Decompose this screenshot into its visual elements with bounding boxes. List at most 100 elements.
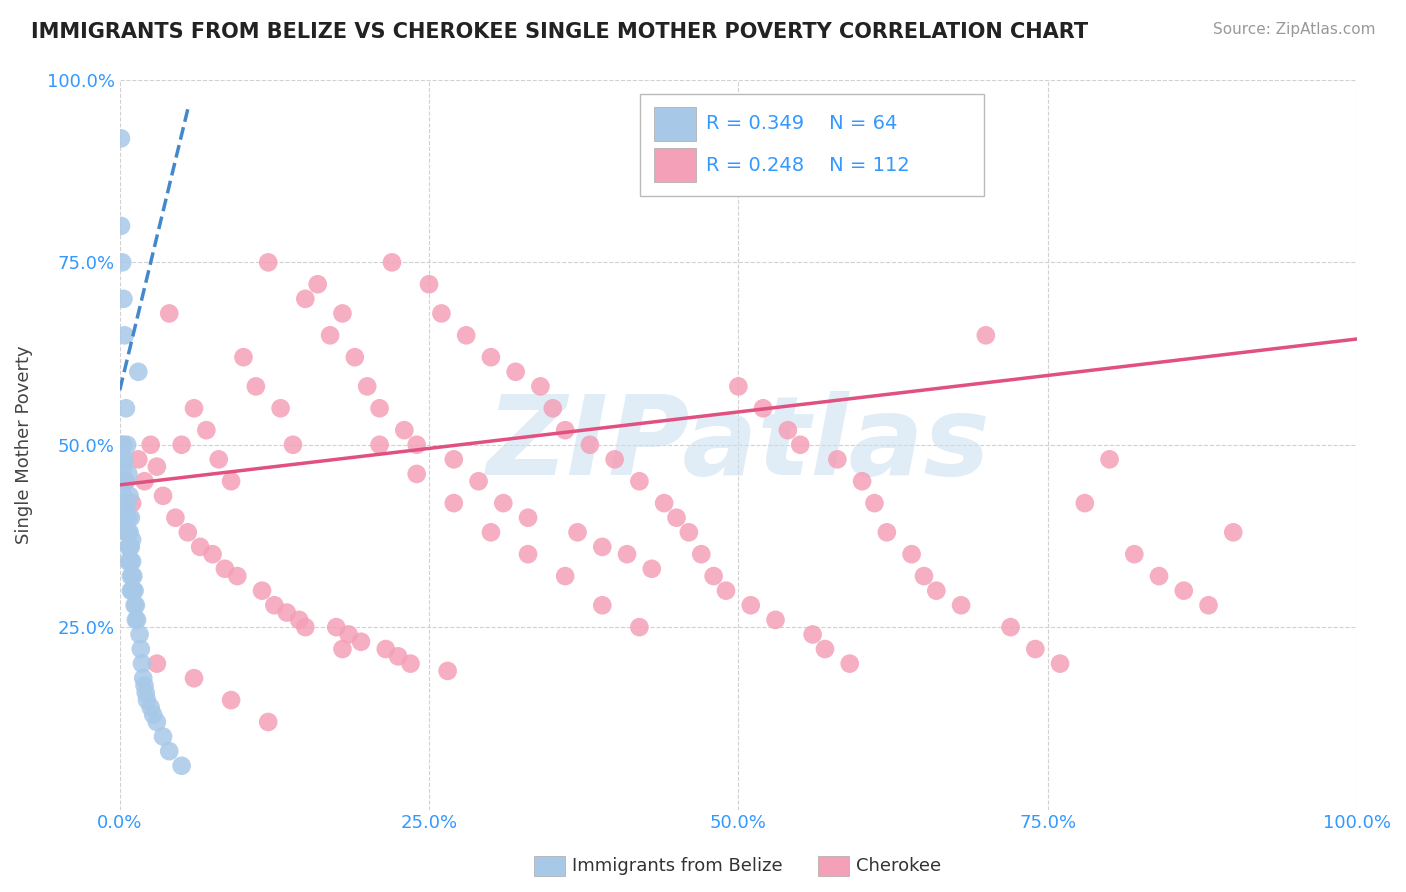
Point [394,423,416,437]
Point [343,350,366,364]
Point [134,475,156,489]
Point [115,475,138,489]
Point [1222,525,1244,540]
Point [1198,599,1220,613]
Point [727,379,749,393]
Point [146,714,169,729]
Point [294,292,316,306]
Point [115,401,138,416]
Text: ZIPatlas: ZIPatlas [486,392,990,499]
Point [112,489,135,503]
Point [157,306,180,320]
Point [134,679,156,693]
Point [838,657,860,671]
Point [118,489,141,503]
Point [1147,569,1170,583]
Point [332,642,354,657]
Point [740,599,762,613]
Point [517,510,540,524]
Point [111,496,134,510]
Point [399,657,422,671]
Point [1049,657,1071,671]
Point [127,365,149,379]
Point [374,642,396,657]
Point [122,569,145,583]
Point [1173,583,1195,598]
Point [337,627,360,641]
Point [115,496,138,510]
Point [288,613,311,627]
Point [714,583,737,598]
Point [381,255,404,269]
Point [115,510,138,524]
Point [111,452,134,467]
Point [752,401,775,416]
Point [170,758,193,772]
Point [125,613,148,627]
Point [118,525,141,540]
Point [257,714,280,729]
Point [436,664,458,678]
Point [1074,496,1097,510]
Point [114,496,136,510]
Text: R = 0.349    N = 64: R = 0.349 N = 64 [706,114,897,134]
Point [122,583,145,598]
Point [125,599,148,613]
Point [294,620,316,634]
Point [112,292,135,306]
Point [827,452,849,467]
Point [118,554,141,568]
Point [139,438,162,452]
Point [628,620,651,634]
Point [430,306,453,320]
Point [925,583,948,598]
Point [121,569,143,583]
Point [332,306,354,320]
Point [117,525,139,540]
Point [142,707,165,722]
Point [245,379,267,393]
Point [124,599,146,613]
Y-axis label: Single Mother Poverty: Single Mother Poverty [15,345,32,544]
Point [120,510,142,524]
Point [121,583,143,598]
Point [418,277,440,292]
Point [139,700,162,714]
Point [1098,452,1121,467]
Point [115,510,138,524]
Point [467,475,489,489]
Point [118,540,141,554]
Point [405,438,427,452]
Point [120,583,142,598]
Point [110,219,132,233]
Point [120,569,142,583]
Point [135,686,157,700]
Point [665,510,688,524]
Point [188,540,211,554]
Point [387,649,409,664]
Point [152,489,174,503]
Point [603,452,626,467]
Point [319,328,342,343]
Point [517,547,540,561]
Point [1024,642,1046,657]
Point [127,452,149,467]
Point [443,452,465,467]
Point [226,569,249,583]
Point [232,350,254,364]
Point [121,496,143,510]
Point [690,547,713,561]
Point [789,438,811,452]
Point [115,475,138,489]
Point [950,599,973,613]
Point [114,452,136,467]
Point [110,438,132,452]
Point [641,562,664,576]
Point [479,350,502,364]
Point [170,438,193,452]
Point [325,620,347,634]
Point [356,379,378,393]
Text: Immigrants from Belize: Immigrants from Belize [572,857,783,875]
Text: Source: ZipAtlas.com: Source: ZipAtlas.com [1212,22,1375,37]
Point [616,547,638,561]
